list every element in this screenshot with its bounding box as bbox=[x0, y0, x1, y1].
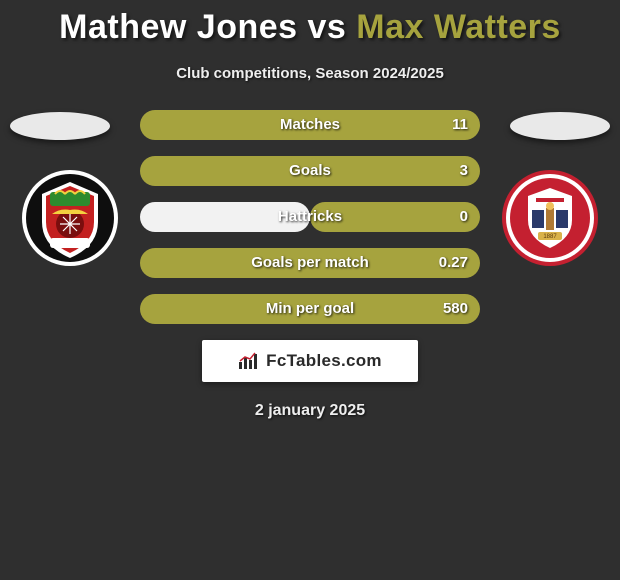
stat-row: Hattricks0 bbox=[140, 202, 480, 232]
barnsley-crest-icon: 1887 bbox=[500, 168, 600, 268]
site-badge[interactable]: FcTables.com bbox=[202, 340, 418, 382]
stat-list: Matches11 Goals3 Hattricks0 Goals per match… bbox=[140, 110, 480, 324]
stat-value-right: 11 bbox=[452, 110, 468, 140]
stat-value-right: 0.27 bbox=[439, 248, 468, 278]
player1-ellipse bbox=[10, 112, 110, 140]
player1-name: Mathew Jones bbox=[59, 8, 297, 46]
stat-value-right: 0 bbox=[460, 202, 468, 232]
stat-label: Hattricks bbox=[140, 202, 480, 232]
bars-icon bbox=[238, 352, 260, 370]
stat-value-right: 580 bbox=[443, 294, 468, 324]
site-name: FcTables.com bbox=[266, 351, 382, 371]
stat-row: Min per goal580 bbox=[140, 294, 480, 324]
vs-text: vs bbox=[308, 8, 347, 46]
stat-row: Goals per match0.27 bbox=[140, 248, 480, 278]
page-title: Mathew Jones vs Max Watters bbox=[0, 0, 620, 47]
comparison-arena: 1887 Matches11 Goals3 Hattricks0 Goals per … bbox=[0, 110, 620, 420]
player2-crest: 1887 bbox=[500, 168, 600, 268]
stat-row: Goals3 bbox=[140, 156, 480, 186]
stat-row: Matches11 bbox=[140, 110, 480, 140]
subtitle: Club competitions, Season 2024/2025 bbox=[0, 65, 620, 82]
player2-name: Max Watters bbox=[356, 8, 561, 46]
stat-label: Matches bbox=[140, 110, 480, 140]
stat-label: Min per goal bbox=[140, 294, 480, 324]
player2-ellipse bbox=[510, 112, 610, 140]
stat-value-right: 3 bbox=[460, 156, 468, 186]
wrexham-crest-icon bbox=[20, 168, 120, 268]
stat-label: Goals bbox=[140, 156, 480, 186]
date: 2 january 2025 bbox=[0, 402, 620, 420]
svg-text:1887: 1887 bbox=[543, 234, 557, 240]
player1-crest bbox=[20, 168, 120, 268]
stat-label: Goals per match bbox=[140, 248, 480, 278]
